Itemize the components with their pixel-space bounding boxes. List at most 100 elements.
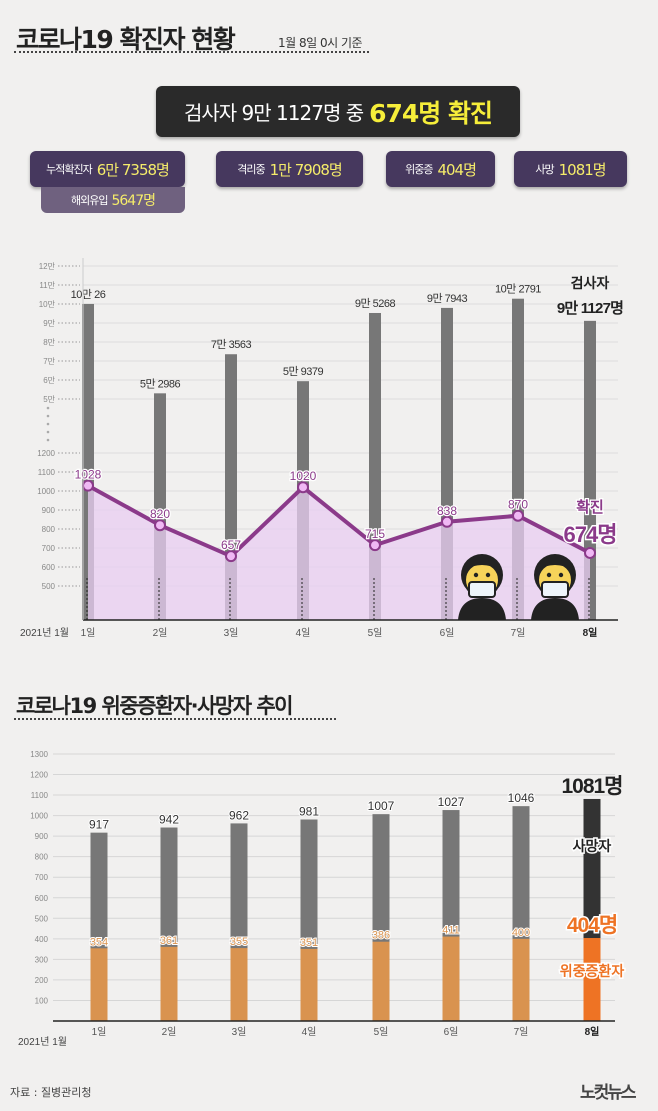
test-value-label: 5만 2986 — [140, 377, 181, 390]
x-tick-label: 6일 — [440, 627, 455, 639]
y-tick-label: 900 — [42, 506, 56, 515]
test-value-label: 9만 5268 — [355, 297, 396, 310]
stat-label: 누적확진자 — [46, 163, 93, 176]
axis-break-dot — [46, 414, 50, 418]
stat-value: 1만 7908명 — [269, 160, 343, 179]
confirmed-value-label: 820 — [150, 507, 170, 521]
y-tick-label: 700 — [42, 544, 56, 553]
severe-series-label: 위중증환자 — [560, 963, 625, 979]
stat-cumulative: 누적확진자 6만 7358명 — [30, 151, 185, 187]
x-tick-label: 3일 — [224, 627, 239, 639]
bangs — [464, 559, 500, 570]
severe-value-label: 361 — [160, 935, 178, 947]
x-tick-label: 6일 — [444, 1026, 459, 1038]
confirmed-point — [225, 550, 237, 563]
date-label: 1월 8일 0시 기준 — [278, 36, 363, 50]
y-tick-label: 1000 — [30, 812, 48, 821]
confirmed-value-label: 715 — [365, 527, 385, 541]
y-tick-label: 9만 — [43, 319, 55, 328]
logo: 노컷뉴스 — [580, 1083, 637, 1103]
stat-deaths: 사망 1081명 — [514, 151, 627, 187]
x-tick-label: 3일 — [232, 1026, 247, 1038]
stat-value: 5647명 — [111, 193, 156, 209]
y-tick-label: 600 — [42, 563, 56, 572]
x-tick-label: 4일 — [296, 627, 311, 639]
severe-value-label: 411 — [442, 925, 460, 937]
confirmed-point — [297, 481, 309, 494]
confirmed-point — [584, 546, 596, 559]
y-tick-label: 11만 — [39, 281, 55, 290]
y-tick-label: 700 — [35, 873, 49, 882]
y-tick-label: 7만 — [43, 357, 55, 366]
severe-bar — [442, 936, 460, 1021]
confirmed-point — [369, 539, 381, 552]
y-tick-label: 5만 — [43, 395, 55, 404]
severe-bar — [512, 938, 530, 1021]
severe-bar — [583, 938, 601, 1021]
y-tick-label: 500 — [42, 582, 56, 591]
confirmed-point — [82, 479, 94, 492]
severe-value-label: 400 — [512, 927, 530, 939]
x-prefix-label: 2021년 1월 — [18, 1036, 67, 1048]
stat-label: 위중증 — [405, 163, 433, 176]
axis-break-dot — [46, 438, 50, 442]
stat-value: 6만 7358명 — [96, 160, 170, 179]
x-tick-label: 5일 — [368, 627, 383, 639]
test-value-label: 5만 9379 — [283, 365, 324, 378]
stat-severe: 위중증 404명 — [386, 151, 495, 187]
severe-bar — [300, 948, 318, 1021]
eye — [558, 572, 564, 578]
test-last-title: 검사자 — [571, 275, 610, 291]
body — [531, 598, 579, 620]
page-title: 코로나19 확진자 현황 — [16, 25, 236, 54]
confirmed-value-label: 838 — [437, 504, 457, 518]
axis-break-dot — [46, 422, 50, 426]
x-tick-label: 2일 — [162, 1026, 177, 1038]
y-tick-label: 1200 — [37, 449, 55, 458]
severe-bar — [230, 948, 248, 1021]
death-value-label: 1007 — [368, 799, 395, 813]
x-tick-label: 7일 — [514, 1026, 529, 1038]
death-value-label: 942 — [159, 813, 179, 827]
source-label: 자료 : 질병관리청 — [10, 1086, 92, 1099]
severe-bar — [372, 941, 390, 1021]
x-tick-label: 5일 — [374, 1026, 389, 1038]
mask — [541, 581, 569, 598]
severe-value-label: 354 — [90, 936, 108, 948]
stat-value: 404명 — [437, 160, 476, 179]
test-bar — [584, 320, 596, 620]
face-man-icon — [458, 554, 506, 620]
death-series-label: 사망자 — [573, 838, 612, 854]
stat-value: 1081명 — [558, 160, 607, 179]
eye — [473, 572, 479, 578]
y-tick-label: 900 — [35, 832, 49, 841]
y-tick-label: 100 — [35, 996, 49, 1005]
tests-confirmed-chart: 12만 11만 10만 9만 8만 7만 6만 5만 1200 1100 1000 900 800 700… — [20, 258, 624, 639]
death-last-value: 1081명 — [561, 775, 622, 798]
x-prefix-label: 2021년 1월 — [20, 627, 69, 639]
severe-bar — [160, 946, 178, 1021]
confirmed-point — [441, 515, 453, 528]
death-value-label: 917 — [89, 818, 109, 832]
confirmed-summary: 674명 확진 — [369, 98, 493, 128]
severe-value-label: 351 — [300, 937, 318, 949]
y-tick-label: 300 — [35, 955, 49, 964]
eye — [546, 572, 552, 578]
tests-summary: 검사자 9만 1127명 중 — [184, 101, 364, 125]
y-tick-label: 400 — [35, 935, 49, 944]
y-tick-label: 1200 — [30, 771, 48, 780]
death-value-label: 1027 — [438, 795, 465, 809]
y-tick-label: 12만 — [39, 262, 56, 271]
x-tick-label: 1일 — [92, 1026, 107, 1038]
confirmed-line — [87, 483, 591, 559]
confirmed-value-label: 1028 — [75, 468, 102, 482]
face-woman-icon — [531, 554, 579, 620]
test-value-label: 9만 7943 — [427, 292, 468, 305]
x-tick-label: 4일 — [302, 1026, 317, 1038]
x-tick-label: 7일 — [511, 627, 526, 639]
y-tick-label: 500 — [35, 914, 49, 923]
severe-last-value: 404명 — [567, 914, 617, 937]
test-value-label: 7만 3563 — [211, 338, 252, 351]
y-tick-label: 10만 — [39, 300, 56, 309]
